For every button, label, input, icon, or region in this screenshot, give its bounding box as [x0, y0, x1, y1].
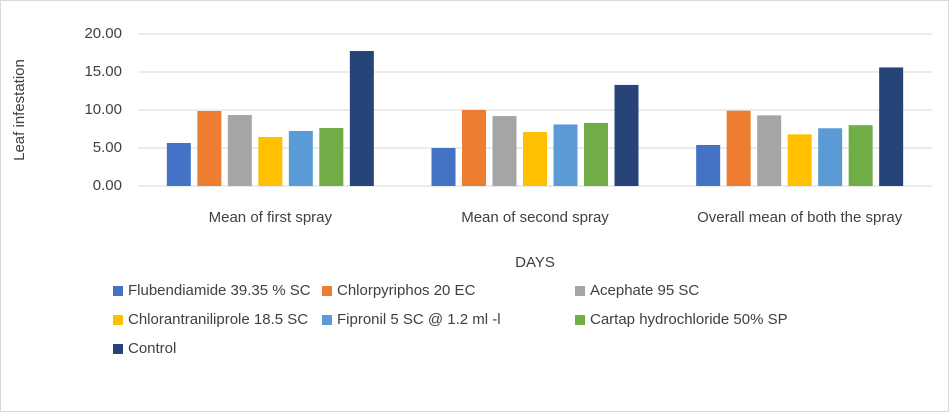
bar — [848, 125, 873, 186]
bar — [197, 110, 222, 186]
y-tick-label: 5.00 — [93, 139, 122, 156]
y-tick-label: 15.00 — [84, 63, 122, 80]
bar — [696, 144, 721, 186]
legend-swatch — [113, 286, 123, 296]
bar — [818, 128, 843, 186]
bar — [431, 148, 456, 186]
x-tick-label: Overall mean of both the spray — [697, 209, 903, 226]
x-axis-title: DAYS — [515, 254, 555, 271]
bar — [787, 134, 812, 186]
bar — [614, 84, 639, 186]
bar — [879, 67, 904, 186]
y-tick-label: 0.00 — [93, 177, 122, 194]
legend-swatch — [322, 286, 332, 296]
bar — [726, 110, 751, 186]
bar — [319, 128, 344, 186]
legend-swatch — [575, 286, 585, 296]
bar — [227, 115, 252, 186]
bar — [492, 116, 517, 186]
bar — [258, 136, 283, 186]
bar — [553, 124, 578, 186]
bar — [288, 130, 313, 186]
x-tick-label: Mean of first spray — [209, 209, 333, 226]
bar — [462, 110, 486, 186]
x-tick-label: Mean of second spray — [461, 209, 609, 226]
legend-label: Chlorpyriphos 20 EC — [337, 282, 476, 299]
legend-label: Flubendiamide 39.35 % SC — [128, 282, 311, 299]
y-tick-label: 10.00 — [84, 101, 122, 118]
legend-swatch — [575, 315, 585, 325]
legend-label: Acephate 95 SC — [590, 282, 699, 299]
legend-swatch — [113, 315, 123, 325]
y-axis-title: Leaf infestation — [11, 59, 28, 161]
bar — [349, 51, 374, 186]
legend-label: Cartap hydrochloride 50% SP — [590, 311, 788, 328]
bar — [166, 142, 191, 186]
y-tick-label: 20.00 — [84, 25, 122, 42]
legend-swatch — [322, 315, 332, 325]
legend-label: Chlorantraniliprole 18.5 SC — [128, 311, 308, 328]
legend-swatch — [113, 344, 123, 354]
bar — [523, 132, 547, 186]
bar — [757, 115, 782, 186]
bar — [584, 122, 608, 186]
legend-label: Fipronil 5 SC @ 1.2 ml -l — [337, 311, 501, 328]
legend-label: Control — [128, 340, 176, 357]
